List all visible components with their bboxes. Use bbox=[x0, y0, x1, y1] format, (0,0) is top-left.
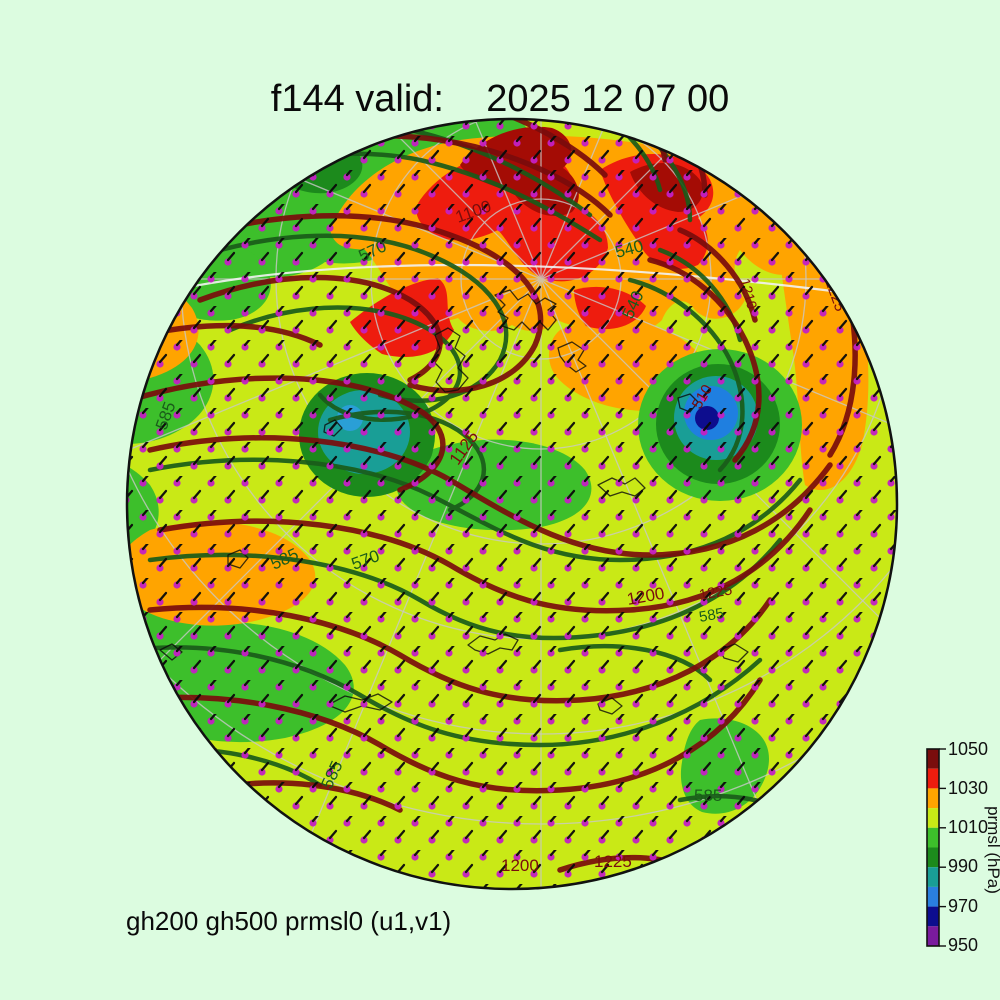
svg-text:1050: 1050 bbox=[948, 739, 988, 759]
svg-text:prmsl (hPa): prmsl (hPa) bbox=[984, 806, 1000, 894]
svg-text:950: 950 bbox=[948, 935, 978, 955]
svg-text:1010: 1010 bbox=[948, 817, 988, 837]
svg-text:1225: 1225 bbox=[594, 852, 632, 871]
svg-text:990: 990 bbox=[948, 856, 978, 876]
svg-text:1200: 1200 bbox=[501, 856, 539, 875]
svg-text:585: 585 bbox=[694, 786, 722, 805]
svg-text:1030: 1030 bbox=[948, 778, 988, 798]
svg-text:970: 970 bbox=[948, 896, 978, 916]
